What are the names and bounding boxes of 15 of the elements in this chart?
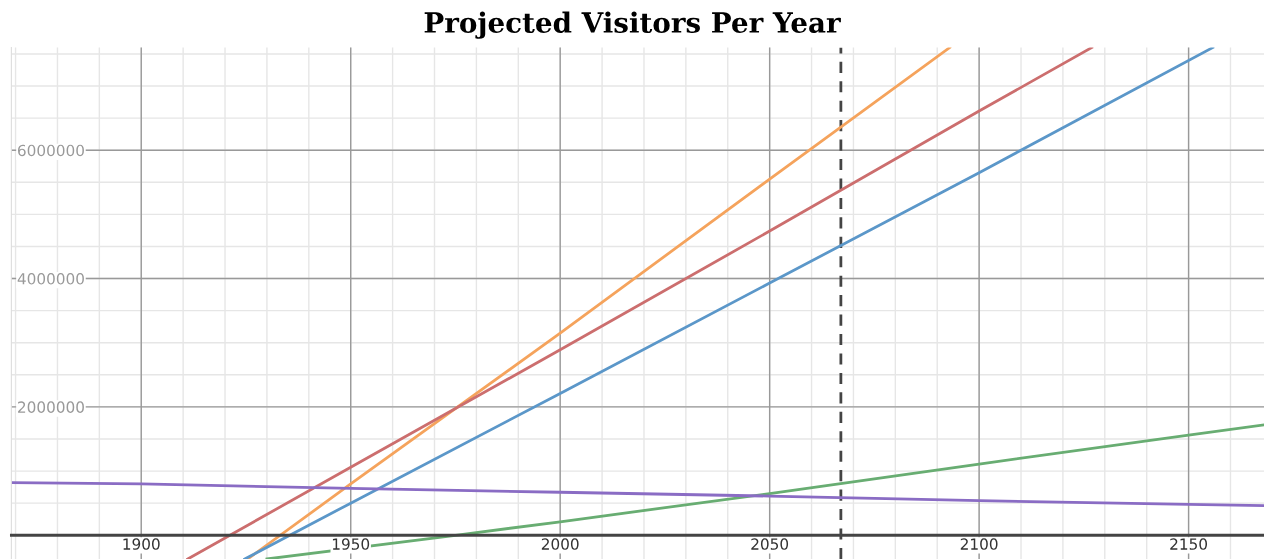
- y-tick-label: 2000000: [18, 401, 84, 413]
- x-tick-label: 2100: [960, 538, 998, 550]
- x-tick-label: 1950: [332, 538, 370, 550]
- x-tick-label: 2000: [541, 538, 579, 550]
- line-series: [186, 47, 1094, 559]
- y-tick-label: 6000000: [18, 144, 84, 157]
- x-tick-label: 1900: [123, 538, 160, 550]
- line-series: [265, 423, 1264, 559]
- x-tick-label: 2050: [751, 538, 789, 550]
- line-series: [11, 481, 1264, 508]
- chart-title: Projected Visitors Per Year: [424, 11, 841, 39]
- y-tick-label: 4000000: [17, 273, 84, 285]
- x-tick-label: 2150: [1170, 538, 1208, 550]
- line-series: [246, 47, 952, 559]
- line-series: [243, 47, 1215, 559]
